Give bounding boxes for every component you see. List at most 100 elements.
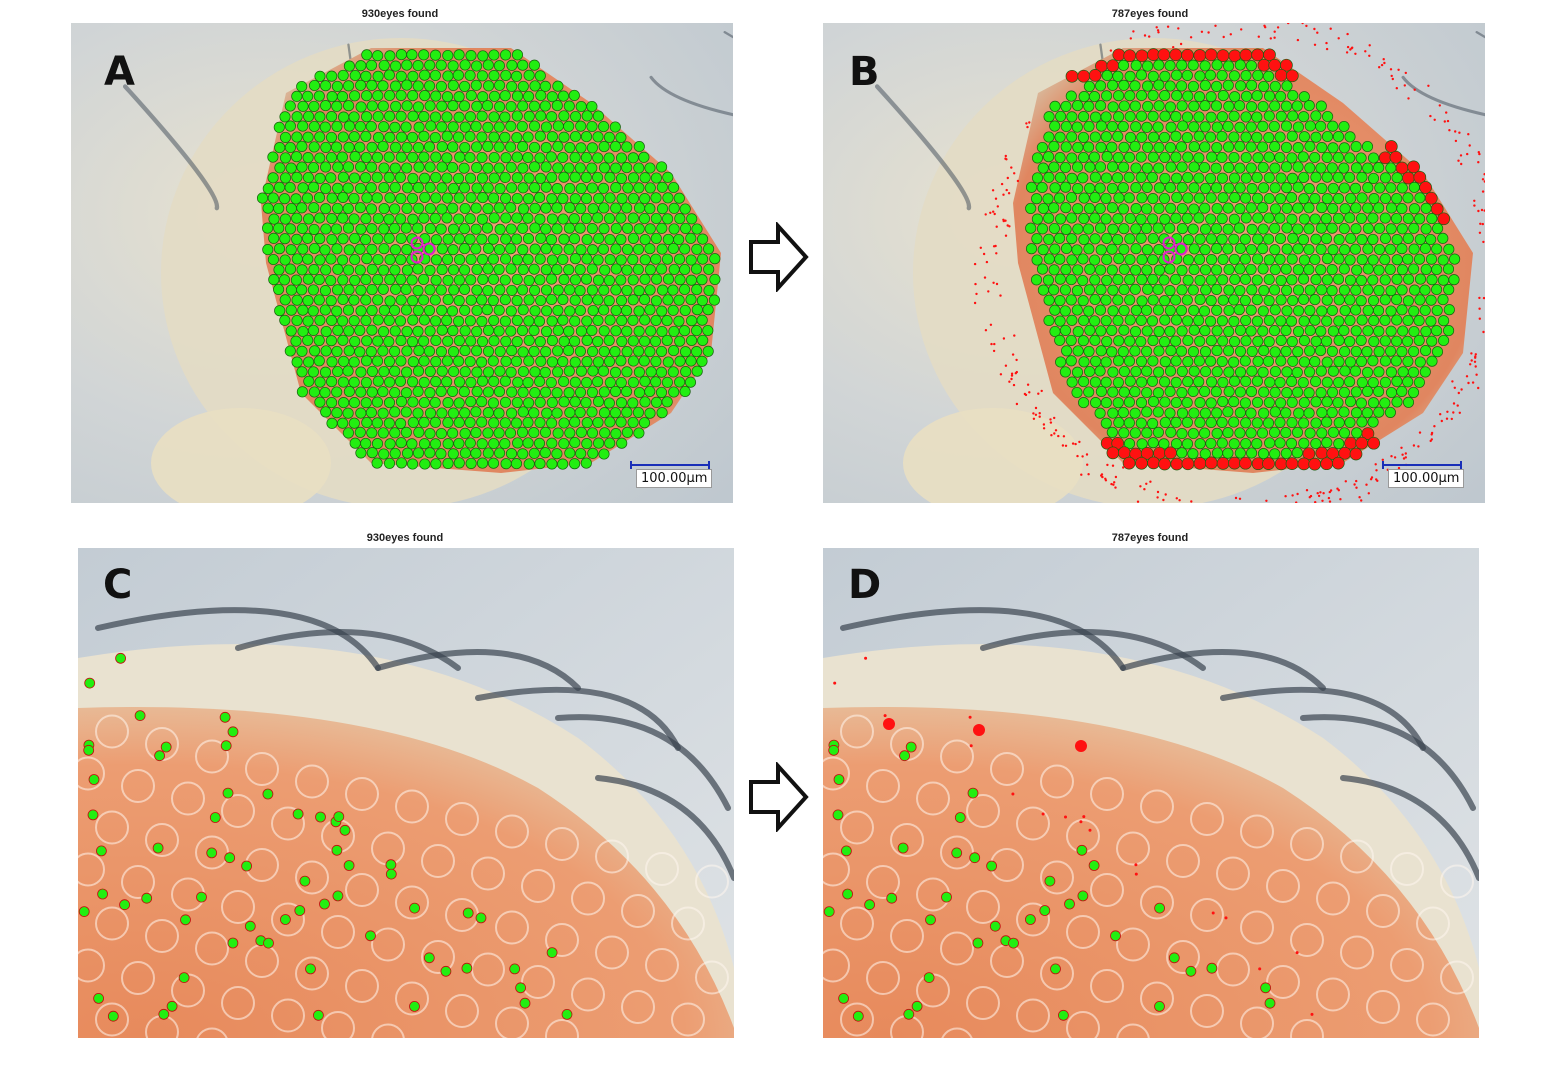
- ommatidium-marker: [1229, 91, 1241, 103]
- ommatidium-marker: [401, 202, 413, 215]
- rejected-candidate-dot: [992, 210, 995, 213]
- ommatidium-marker: [418, 355, 430, 367]
- ommatidium-marker: [523, 90, 535, 102]
- ommatidium-marker: [1071, 121, 1083, 133]
- ommatidium-marker: [360, 376, 372, 388]
- ommatidium-marker: [1292, 223, 1304, 235]
- ommatidium-marker: [1228, 396, 1240, 408]
- ommatidium-marker: [569, 253, 581, 265]
- ommatidium-marker: [412, 182, 424, 194]
- ommatidium-marker: [1146, 171, 1158, 183]
- rejected-candidate-dot: [1112, 483, 1115, 486]
- ommatidium-marker: [1280, 407, 1292, 419]
- ommatidium-marker: [1083, 100, 1095, 112]
- ommatidium-marker: [610, 182, 622, 194]
- ommatidium-marker: [412, 407, 424, 419]
- ommatidium-marker: [1292, 142, 1304, 154]
- ommatidium-marker: [586, 427, 599, 439]
- ommatidium-marker: [1438, 315, 1450, 327]
- ommatidium-marker: [1100, 417, 1112, 429]
- ommatidium-marker: [1205, 437, 1217, 449]
- ommatidium-marker: [1147, 89, 1159, 101]
- ommatidium-marker: [569, 130, 582, 143]
- ommatidium-marker: [1170, 151, 1182, 163]
- ommatidium-marker: [1061, 345, 1073, 357]
- rejected-candidate-dot: [1390, 74, 1393, 78]
- ommatidium-marker: [349, 69, 361, 82]
- ommatidium-marker: [1391, 375, 1403, 387]
- ommatidium-marker: [493, 243, 506, 256]
- rejected-candidate-dot: [1076, 454, 1079, 458]
- ommatidium-marker: [651, 273, 663, 285]
- ommatidium-marker: [320, 223, 332, 235]
- ommatidium-marker: [1293, 305, 1305, 317]
- ommatidium-marker: [697, 334, 709, 346]
- ommatidium-marker: [633, 427, 645, 439]
- ommatidium-marker: [506, 59, 518, 71]
- ommatidium-marker: [511, 70, 523, 82]
- rejected-candidate-dot: [992, 349, 996, 353]
- rejected-candidate-dot: [1064, 444, 1068, 447]
- ommatidium-marker: [1211, 325, 1223, 337]
- ommatidium-marker: [1049, 182, 1061, 194]
- ommatidium-marker: [1228, 151, 1240, 164]
- ommatidium-marker: [488, 192, 500, 204]
- rejected-candidate-dot: [1006, 224, 1009, 227]
- ommatidium-marker: [482, 182, 494, 194]
- ommatidium-marker: [87, 809, 99, 821]
- ommatidium-marker: [348, 213, 360, 225]
- ommatidium-marker: [1245, 162, 1257, 174]
- ommatidium-marker: [1188, 243, 1200, 255]
- ommatidium-marker: [1344, 254, 1356, 266]
- ommatidium-marker: [1066, 233, 1078, 245]
- ommatidium-marker: [284, 223, 297, 235]
- ommatidium-marker: [279, 914, 291, 925]
- ommatidium-marker: [1078, 213, 1090, 225]
- rejected-candidate-dot: [1038, 415, 1041, 418]
- ommatidium-marker: [1112, 172, 1124, 184]
- ommatidium-marker: [1245, 386, 1258, 398]
- ommatidium-marker: [1303, 387, 1315, 399]
- removed-ommatidium-marker: [1251, 48, 1264, 62]
- removed-ommatidium-marker: [1285, 69, 1299, 83]
- ommatidium-marker: [1281, 284, 1293, 296]
- ommatidium-marker: [424, 325, 436, 337]
- rejected-candidate-dot: [1143, 34, 1147, 37]
- ommatidium-marker: [412, 80, 424, 92]
- ommatidium-marker: [313, 294, 325, 306]
- ommatidium-marker: [1298, 193, 1310, 205]
- ommatidium-marker: [1181, 294, 1193, 306]
- ommatidium-marker: [482, 59, 494, 71]
- ommatidium-marker: [1164, 285, 1176, 297]
- rejected-candidate-dot: [1042, 423, 1046, 426]
- ommatidium-marker: [644, 243, 656, 255]
- ommatidium-marker: [1367, 416, 1379, 428]
- ommatidium-marker: [1286, 416, 1298, 429]
- rejected-candidate-dot: [1284, 495, 1287, 498]
- ommatidium-marker: [342, 304, 355, 316]
- ommatidium-marker: [429, 416, 441, 428]
- ommatidium-marker: [1432, 222, 1444, 234]
- ommatidium-marker: [1384, 406, 1396, 418]
- ommatidium-marker: [1106, 182, 1119, 194]
- ommatidium-marker: [1333, 438, 1345, 450]
- ommatidium-marker: [1118, 100, 1130, 112]
- ommatidium-marker: [1339, 304, 1351, 317]
- ommatidium-marker: [1280, 427, 1292, 439]
- ommatidium-marker: [447, 202, 459, 214]
- removed-ommatidium-marker: [1075, 740, 1087, 752]
- ommatidium-marker: [1228, 253, 1241, 265]
- ommatidium-marker: [673, 233, 685, 246]
- ommatidium-marker: [661, 376, 673, 388]
- ommatidium-marker: [1112, 130, 1124, 142]
- ommatidium-marker: [528, 427, 540, 439]
- rejected-candidate-dot: [1433, 425, 1436, 428]
- ommatidium-marker: [337, 417, 349, 429]
- ommatidium-marker: [419, 69, 431, 81]
- ommatidium-marker: [1188, 141, 1200, 153]
- ommatidium-marker: [587, 365, 599, 377]
- ommatidium-marker: [1164, 182, 1176, 194]
- ommatidium-marker: [477, 50, 489, 62]
- ommatidium-marker: [446, 161, 459, 174]
- rejected-candidate-dot: [1448, 129, 1451, 132]
